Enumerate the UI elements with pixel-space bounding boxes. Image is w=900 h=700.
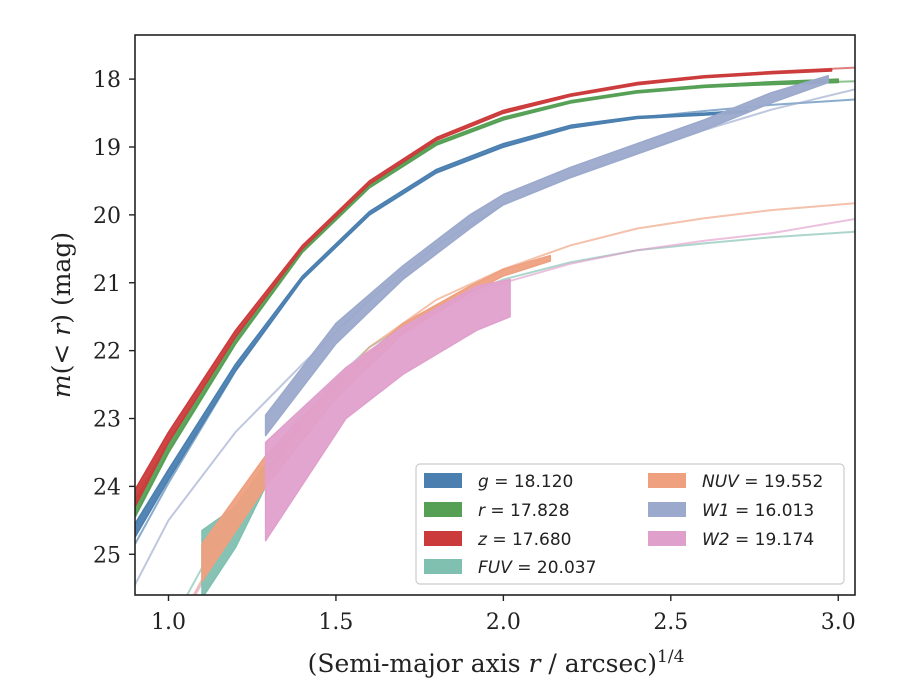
y-tick-label: 23 bbox=[93, 408, 121, 433]
legend-label: z = 17.680 bbox=[477, 530, 571, 550]
axis-ticks: 1.0 1.5 2.0 2.5 3.0 18 19 20 21 22 23 24 25 bbox=[93, 68, 856, 635]
x-axis-label: (Semi-major axis r / arcsec)1/4 bbox=[308, 647, 685, 678]
x-tick-label: 1.5 bbox=[318, 610, 353, 635]
legend-label: r = 17.828 bbox=[478, 501, 570, 521]
legend-entry-z: z = 17.680 bbox=[424, 530, 571, 550]
x-tick-label: 1.0 bbox=[151, 610, 186, 635]
legend-entry-nuv: NUV = 19.552 bbox=[648, 472, 823, 492]
legend-swatch bbox=[424, 531, 462, 546]
legend-swatch bbox=[424, 473, 462, 488]
legend-entry-g: g = 18.120 bbox=[424, 472, 573, 492]
x-tick-label: 3.0 bbox=[821, 610, 856, 635]
data-band-w1 bbox=[264, 74, 829, 437]
plot-area bbox=[135, 66, 855, 595]
legend: g = 18.120 r = 17.828 z = 17.680 FUV = 20.0… bbox=[415, 463, 845, 585]
legend-swatch bbox=[424, 502, 462, 517]
y-axis-label: m(< r) (mag) bbox=[47, 232, 76, 398]
y-tick-label: 24 bbox=[93, 475, 121, 500]
y-tick-label: 20 bbox=[93, 204, 121, 229]
legend-entry-w2: W2 = 19.174 bbox=[648, 530, 814, 550]
legend-label: FUV = 20.037 bbox=[478, 558, 596, 578]
x-tick-label: 2.5 bbox=[653, 610, 688, 635]
y-tick-label: 18 bbox=[93, 68, 121, 93]
y-tick-label: 25 bbox=[93, 543, 121, 568]
data-band-z bbox=[135, 68, 833, 508]
legend-swatch bbox=[648, 502, 686, 517]
plot-frame bbox=[134, 34, 856, 596]
x-tick-label: 2.0 bbox=[486, 610, 521, 635]
legend-label: W1 = 16.013 bbox=[702, 501, 814, 521]
data-band-w2 bbox=[264, 278, 511, 542]
legend-label: g = 18.120 bbox=[478, 472, 573, 492]
legend-swatch bbox=[648, 531, 686, 546]
legend-label: NUV = 19.552 bbox=[702, 472, 823, 492]
legend-swatch bbox=[424, 559, 462, 574]
legend-entry-w1: W1 = 16.013 bbox=[648, 501, 814, 521]
legend-label: W2 = 19.174 bbox=[702, 530, 814, 550]
legend-entry-r: r = 17.828 bbox=[424, 501, 570, 521]
y-tick-label: 19 bbox=[93, 136, 121, 161]
legend-entry-fuv: FUV = 20.037 bbox=[424, 558, 596, 578]
legend-box bbox=[415, 463, 845, 585]
y-tick-label: 22 bbox=[93, 340, 121, 365]
y-tick-label: 21 bbox=[93, 272, 121, 297]
legend-swatch bbox=[648, 473, 686, 488]
